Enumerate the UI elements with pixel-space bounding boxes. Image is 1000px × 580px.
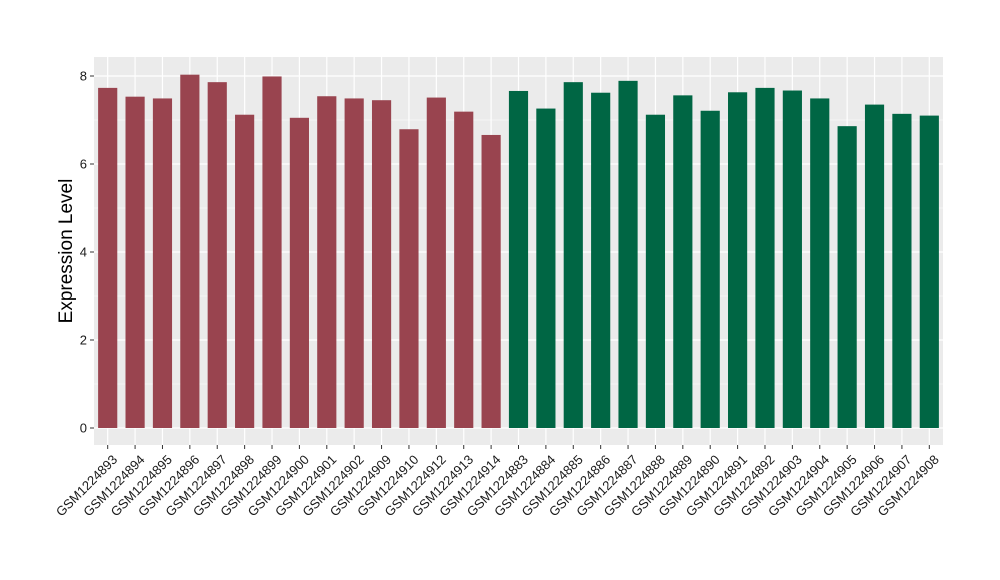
bar: [152, 98, 173, 428]
bar: [481, 134, 501, 428]
bar: [508, 90, 529, 429]
bar: [207, 82, 227, 428]
y-tick-label: 0: [80, 421, 87, 436]
bar: [235, 114, 255, 428]
bar: [591, 92, 611, 428]
bar: [919, 115, 939, 428]
bar: [289, 117, 309, 429]
bar: [426, 97, 446, 428]
bar: [864, 104, 885, 428]
bar: [618, 80, 638, 428]
bar: [837, 126, 857, 428]
y-tick-label: 8: [80, 69, 87, 84]
bar: [755, 87, 775, 428]
bar: [645, 114, 666, 428]
bar: [371, 100, 392, 428]
bar: [262, 76, 282, 428]
y-tick-label: 2: [80, 333, 87, 348]
y-tick-label: 6: [80, 157, 87, 172]
bar: [399, 129, 419, 429]
bar: [728, 92, 748, 428]
bar: [125, 96, 145, 429]
bar: [892, 113, 912, 428]
bar: [782, 90, 802, 429]
x-axis: GSM1224893GSM1224894GSM1224895GSM1224896…: [53, 445, 942, 519]
bar: [317, 96, 337, 429]
y-axis: 0 2 4 6 8: [80, 69, 94, 436]
bar: [344, 98, 364, 428]
y-tick-label: 4: [80, 245, 87, 260]
bar: [180, 74, 200, 429]
bar: [454, 111, 474, 428]
bar: [810, 98, 830, 428]
bars: [98, 74, 939, 429]
bar: [673, 95, 693, 429]
bar: [536, 108, 556, 428]
bar: [98, 87, 118, 428]
bar: [563, 82, 583, 428]
bar: [700, 110, 720, 428]
y-axis-title: Expression Level: [56, 179, 77, 324]
